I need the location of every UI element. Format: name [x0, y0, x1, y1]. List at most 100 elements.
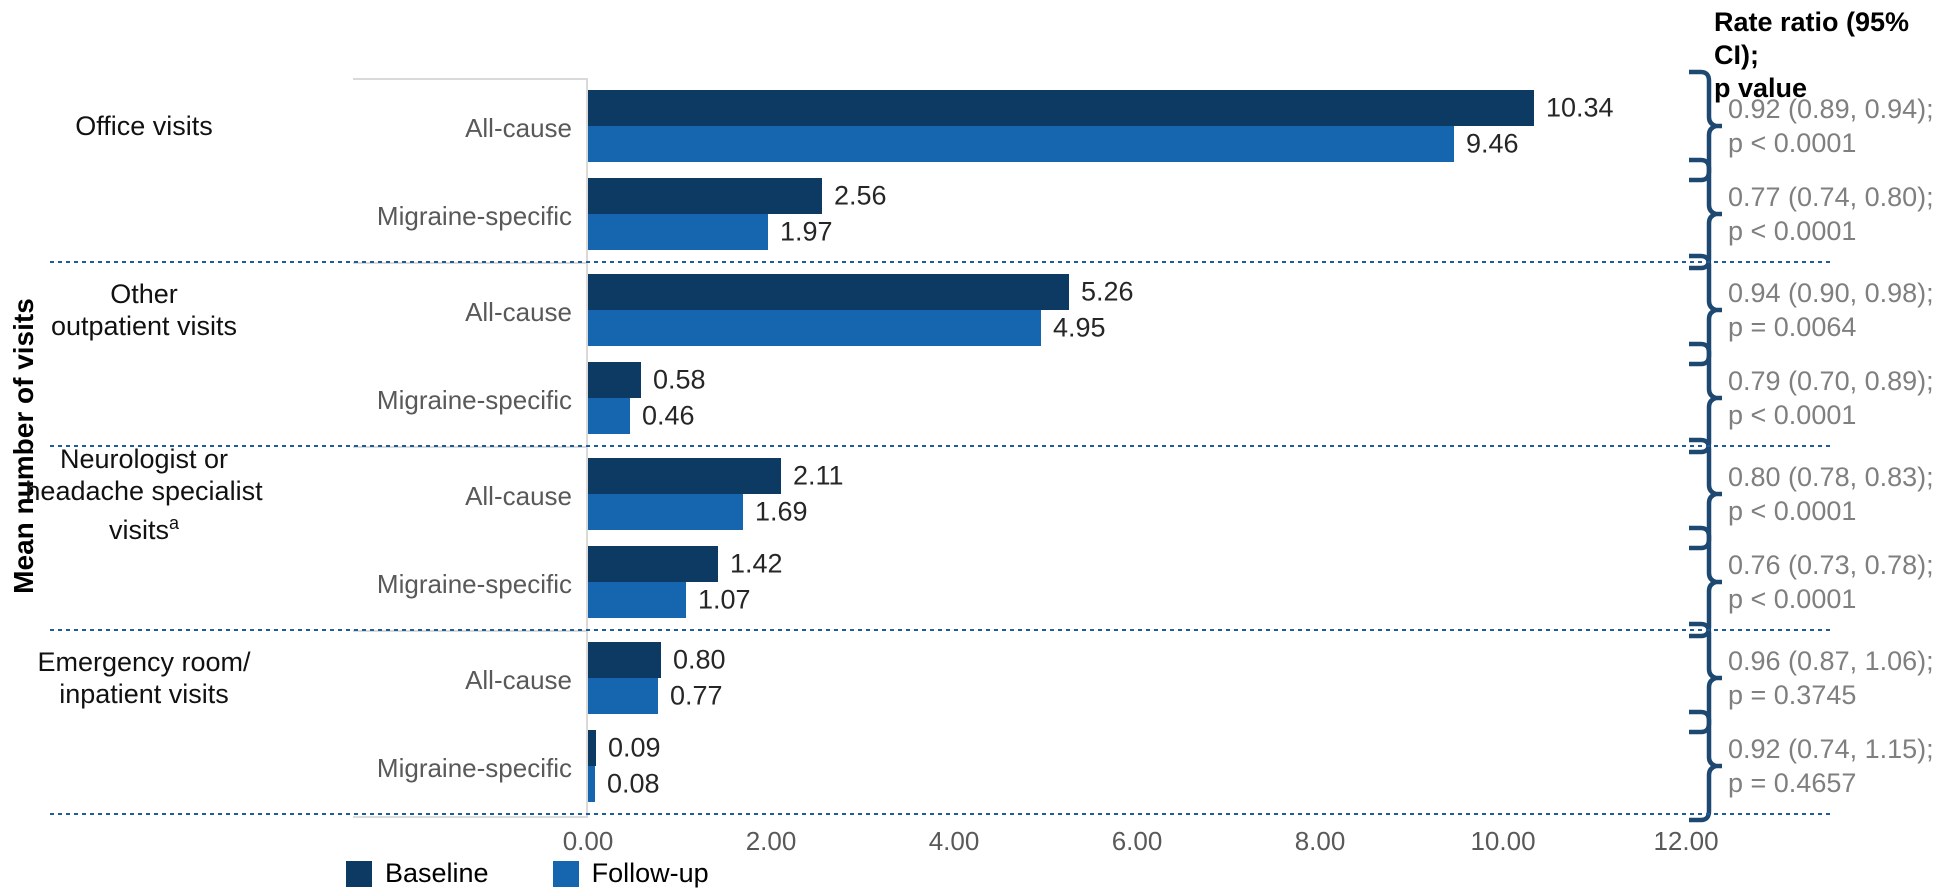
followup-value-label: 4.95 [1053, 312, 1106, 343]
baseline-value-label: 1.42 [730, 548, 783, 579]
bar-groups: Office visits All-cause Migraine-specific 1… [0, 69, 1946, 823]
category-cell: Neurologist or headache specialist visitsa [0, 444, 288, 632]
followup-bar [588, 398, 630, 434]
rate-ratio-value: 0.79 (0.70, 0.89); [1728, 366, 1934, 396]
rate-ratio-text: 0.76 (0.73, 0.78); p < 0.0001 [1728, 548, 1934, 616]
rate-ratio-value: 0.92 (0.74, 1.15); [1728, 734, 1934, 764]
baseline-bar [588, 458, 781, 494]
followup-bar [588, 766, 595, 802]
followup-value-label: 1.69 [755, 496, 808, 527]
baseline-bar [588, 546, 718, 582]
x-axis-tick-label: 4.00 [928, 826, 980, 856]
rate-ratio-cell: 0.96 (0.87, 1.06); p = 0.3745 0.92 (0.74, … [1686, 621, 1946, 823]
baseline-bar [588, 642, 661, 678]
rate-ratio-value: 0.94 (0.90, 0.98); [1728, 278, 1934, 308]
rate-ratio-pvalue: p < 0.0001 [1728, 216, 1857, 246]
followup-value-label: 0.08 [607, 768, 660, 799]
x-axis-tick-label: 8.00 [1294, 826, 1346, 856]
baseline-value-label: 5.26 [1081, 276, 1134, 307]
visit-group: Emergency room/inpatient visits All-cause… [0, 621, 1946, 823]
rate-header-line1: Rate ratio (95% CI); [1714, 7, 1910, 70]
category-label-line: Neurologist or [59, 443, 229, 474]
followup-value-label: 0.77 [670, 680, 723, 711]
followup-bar [588, 678, 658, 714]
group-separator-dashed-line [50, 445, 1832, 447]
rate-ratio-text: 0.94 (0.90, 0.98); p = 0.0064 [1728, 276, 1934, 344]
rate-header-line2: p value [1714, 73, 1808, 103]
x-axis: 0.00 2.00 4.00 6.00 8.00 10.00 12.00 [0, 814, 1946, 858]
legend: Baseline Follow-up [346, 858, 773, 889]
bar-pair: 1.42 1.07 [588, 546, 1686, 618]
rate-ratio-text: 0.80 (0.78, 0.83); p < 0.0001 [1728, 460, 1934, 528]
rate-ratio-value: 0.92 (0.89, 0.94); [1728, 94, 1934, 124]
bar-pair: 0.09 0.08 [588, 730, 1686, 802]
rate-ratio-pvalue: p < 0.0001 [1728, 400, 1857, 430]
bar-pair: 5.26 4.95 [588, 274, 1686, 346]
plot-cell: 2.11 1.69 1.42 1.07 [588, 446, 1686, 632]
rate-ratio-pvalue: p < 0.0001 [1728, 128, 1857, 158]
subcategory-cell: All-cause Migraine-specific [353, 630, 588, 818]
followup-bar [588, 494, 743, 530]
baseline-value-label: 0.09 [608, 732, 661, 763]
rate-ratio-text: 0.79 (0.70, 0.89); p < 0.0001 [1728, 364, 1934, 432]
legend-item-follow-up: Follow-up [552, 858, 709, 889]
category-label: Emergency room/inpatient visits [0, 642, 288, 714]
legend-swatch [552, 860, 579, 887]
visit-group: Neurologist or headache specialist visitsa… [0, 437, 1946, 639]
category-label: Office visits [0, 90, 288, 162]
rate-ratio-cell: 0.92 (0.89, 0.94); p < 0.0001 0.77 (0.74, … [1686, 69, 1946, 271]
category-label: Neurologist or headache specialist visitsa [0, 444, 288, 545]
subcategory-label: Migraine-specific [376, 568, 572, 599]
followup-bar [588, 310, 1041, 346]
rate-ratio-text: 0.92 (0.89, 0.94); p < 0.0001 [1728, 92, 1934, 160]
rate-ratio-entry: 0.79 (0.70, 0.89); p < 0.0001 [1686, 341, 1946, 455]
subcategory-cell: All-cause Migraine-specific [353, 78, 588, 264]
category-cell: Other outpatient visits [0, 262, 288, 448]
rate-ratio-cell: 0.80 (0.78, 0.83); p < 0.0001 0.76 (0.73, … [1686, 437, 1946, 639]
category-label: Other outpatient visits [0, 274, 288, 346]
category-label-line: Office visits [75, 111, 213, 141]
followup-bar [588, 214, 768, 250]
baseline-bar [588, 730, 596, 766]
rate-ratio-entry: 0.96 (0.87, 1.06); p = 0.3745 [1686, 621, 1946, 735]
followup-bar [588, 582, 686, 618]
subcategory-label: All-cause [465, 664, 572, 695]
rate-ratio-text: 0.92 (0.74, 1.15); p = 0.4657 [1728, 732, 1934, 800]
rate-ratio-value: 0.96 (0.87, 1.06); [1728, 646, 1934, 676]
baseline-bar [588, 274, 1069, 310]
rate-ratio-entry: 0.94 (0.90, 0.98); p = 0.0064 [1686, 253, 1946, 367]
baseline-bar [588, 178, 822, 214]
rate-ratio-entry: 0.77 (0.74, 0.80); p < 0.0001 [1686, 157, 1946, 271]
group-separator-dashed-line [50, 261, 1832, 263]
category-label-line: Emergency room/ [37, 647, 251, 677]
bar-pair: 0.58 0.46 [588, 362, 1686, 434]
brace-icon [1689, 709, 1722, 823]
rate-ratio-pvalue: p = 0.0064 [1728, 312, 1857, 342]
plot-cell: 5.26 4.95 0.58 0.46 [588, 262, 1686, 448]
visit-group: Other outpatient visits All-cause Migraine-… [0, 253, 1946, 455]
rate-ratio-pvalue: p < 0.0001 [1728, 584, 1857, 614]
subcategory-label: All-cause [465, 112, 572, 143]
plot-cell: 0.80 0.77 0.09 0.08 [588, 630, 1686, 818]
x-axis-tick-label: 0.00 [562, 826, 614, 856]
category-cell: Office visits [0, 78, 288, 264]
visit-group: Office visits All-cause Migraine-specific 1… [0, 69, 1946, 271]
baseline-value-label: 0.58 [653, 364, 706, 395]
subcategory-label: All-cause [465, 296, 572, 327]
legend-label: Follow-up [591, 858, 709, 888]
subcategory-label: Migraine-specific [376, 384, 572, 415]
x-axis-tick-label: 2.00 [745, 826, 797, 856]
category-superscript: a [168, 512, 179, 533]
subcategory-label: Migraine-specific [376, 200, 572, 231]
baseline-value-label: 10.34 [1546, 92, 1614, 123]
rate-ratio-value: 0.77 (0.74, 0.80); [1728, 182, 1934, 212]
legend-item-baseline: Baseline [346, 858, 489, 889]
category-cell: Emergency room/inpatient visits [0, 630, 288, 818]
followup-value-label: 1.97 [780, 216, 833, 247]
bar-pair: 2.11 1.69 [588, 458, 1686, 530]
group-separator-dashed-line [50, 813, 1832, 815]
rate-ratio-value: 0.80 (0.78, 0.83); [1728, 462, 1934, 492]
baseline-bar [588, 90, 1534, 126]
followup-value-label: 9.46 [1466, 128, 1519, 159]
